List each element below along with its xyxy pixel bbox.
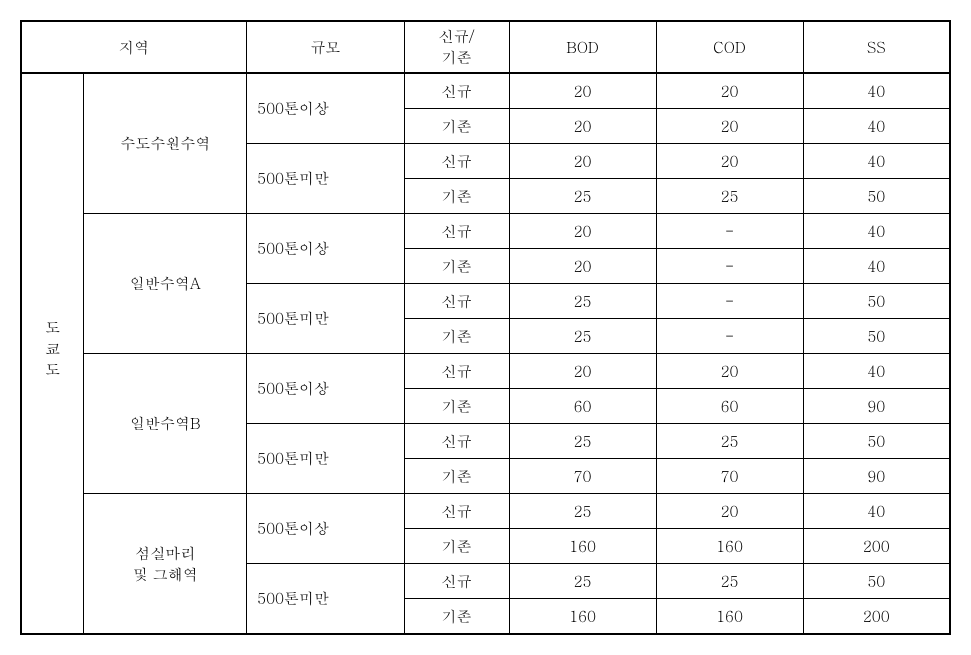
scale-label: 500톤미만 <box>247 284 404 354</box>
row-cod: 160 <box>656 599 803 635</box>
row-cod: 20 <box>656 73 803 109</box>
area-name: 섬실마리및 그해역 <box>84 494 247 635</box>
row-ss: 40 <box>803 144 950 179</box>
scale-label: 500톤이상 <box>247 214 404 284</box>
row-ss: 40 <box>803 109 950 144</box>
header-type: 신규/기존 <box>404 21 509 73</box>
row-ss: 50 <box>803 424 950 459</box>
region-cell: 도쿄도 <box>21 73 84 634</box>
row-bod: 70 <box>509 459 656 494</box>
row-cod: 70 <box>656 459 803 494</box>
row-ss: 40 <box>803 354 950 389</box>
row-ss: 40 <box>803 214 950 249</box>
area-name: 수도수원수역 <box>84 73 247 214</box>
row-type: 기존 <box>404 529 509 564</box>
row-cod: - <box>656 214 803 249</box>
row-ss: 200 <box>803 529 950 564</box>
row-type: 기존 <box>404 389 509 424</box>
row-cod: - <box>656 249 803 284</box>
row-ss: 40 <box>803 494 950 529</box>
row-ss: 50 <box>803 179 950 214</box>
row-cod: 20 <box>656 354 803 389</box>
row-bod: 20 <box>509 354 656 389</box>
header-region: 지역 <box>21 21 247 73</box>
header-ss: SS <box>803 21 950 73</box>
row-bod: 20 <box>509 109 656 144</box>
scale-label: 500톤미만 <box>247 424 404 494</box>
row-bod: 25 <box>509 179 656 214</box>
row-type: 신규 <box>404 424 509 459</box>
row-type: 신규 <box>404 564 509 599</box>
row-ss: 50 <box>803 284 950 319</box>
row-cod: 20 <box>656 144 803 179</box>
scale-label: 500톤이상 <box>247 494 404 564</box>
scale-label: 500톤미만 <box>247 564 404 635</box>
row-bod: 20 <box>509 214 656 249</box>
header-scale: 규모 <box>247 21 404 73</box>
row-ss: 40 <box>803 249 950 284</box>
row-type: 신규 <box>404 214 509 249</box>
row-bod: 160 <box>509 529 656 564</box>
row-type: 신규 <box>404 284 509 319</box>
row-ss: 50 <box>803 319 950 354</box>
row-cod: 25 <box>656 564 803 599</box>
row-cod: 60 <box>656 389 803 424</box>
row-type: 기존 <box>404 249 509 284</box>
header-bod: BOD <box>509 21 656 73</box>
row-cod: 160 <box>656 529 803 564</box>
row-type: 기존 <box>404 319 509 354</box>
row-ss: 50 <box>803 564 950 599</box>
row-type: 기존 <box>404 109 509 144</box>
row-cod: 20 <box>656 109 803 144</box>
row-cod: 20 <box>656 494 803 529</box>
area-name: 일반수역A <box>84 214 247 354</box>
area-name: 일반수역B <box>84 354 247 494</box>
water-quality-table: 지역규모신규/기존BODCODSS도쿄도수도수원수역500톤이상신규202040… <box>20 20 951 635</box>
row-type: 기존 <box>404 179 509 214</box>
row-bod: 25 <box>509 284 656 319</box>
row-ss: 200 <box>803 599 950 635</box>
scale-label: 500톤이상 <box>247 73 404 144</box>
row-cod: 25 <box>656 424 803 459</box>
row-bod: 25 <box>509 424 656 459</box>
row-cod: - <box>656 319 803 354</box>
row-type: 신규 <box>404 73 509 109</box>
header-cod: COD <box>656 21 803 73</box>
row-bod: 20 <box>509 249 656 284</box>
row-type: 신규 <box>404 494 509 529</box>
region-label: 도쿄도 <box>42 320 63 383</box>
row-bod: 25 <box>509 319 656 354</box>
row-type: 기존 <box>404 459 509 494</box>
row-ss: 90 <box>803 389 950 424</box>
scale-label: 500톤이상 <box>247 354 404 424</box>
row-bod: 20 <box>509 144 656 179</box>
row-type: 신규 <box>404 354 509 389</box>
row-bod: 20 <box>509 73 656 109</box>
row-cod: - <box>656 284 803 319</box>
scale-label: 500톤미만 <box>247 144 404 214</box>
row-bod: 160 <box>509 599 656 635</box>
row-ss: 90 <box>803 459 950 494</box>
row-bod: 60 <box>509 389 656 424</box>
row-cod: 25 <box>656 179 803 214</box>
row-bod: 25 <box>509 494 656 529</box>
row-type: 신규 <box>404 144 509 179</box>
row-ss: 40 <box>803 73 950 109</box>
row-bod: 25 <box>509 564 656 599</box>
row-type: 기존 <box>404 599 509 635</box>
